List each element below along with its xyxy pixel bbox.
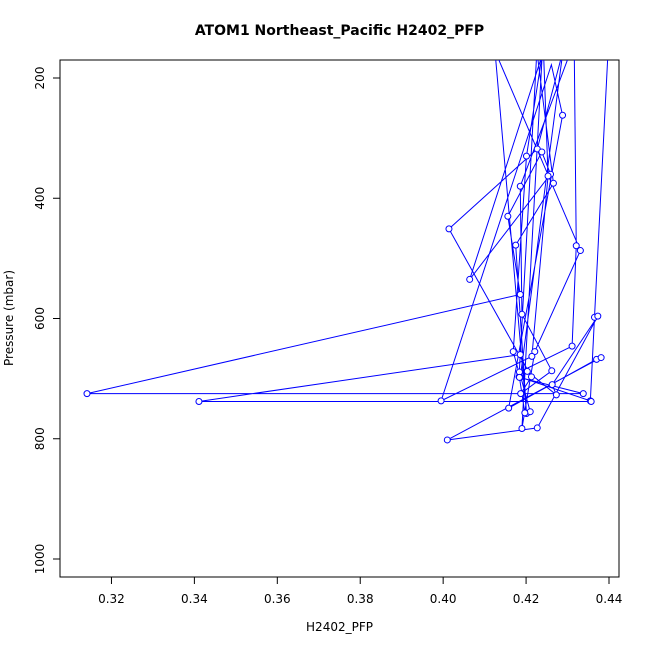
data-point	[568, 342, 576, 350]
data-point	[509, 348, 517, 356]
data-point	[597, 354, 605, 362]
data-point	[443, 436, 451, 444]
x-tick-label: 0.42	[513, 592, 540, 606]
data-point	[518, 425, 526, 433]
data-point	[517, 390, 525, 398]
data-point	[195, 397, 203, 405]
y-tick-label: 200	[33, 67, 47, 90]
data-point	[528, 352, 536, 360]
data-point	[587, 397, 595, 405]
x-axis-label: H2402_PFP	[306, 620, 373, 634]
y-tick-label: 800	[33, 427, 47, 450]
data-point	[516, 182, 524, 190]
y-tick-label: 400	[33, 187, 47, 210]
data-point	[552, 391, 560, 399]
x-tick-label: 0.44	[596, 592, 623, 606]
data-point	[576, 247, 584, 255]
data-point	[548, 367, 556, 375]
data-point	[559, 111, 567, 119]
data-point	[594, 312, 602, 320]
x-tick-label: 0.38	[347, 592, 374, 606]
data-point	[516, 351, 524, 359]
data-point	[533, 424, 541, 432]
x-tick-label: 0.40	[430, 592, 457, 606]
plot-area	[83, 60, 609, 444]
data-point	[515, 373, 523, 381]
x-axis: 0.32 0.34 0.36 0.38 0.40 0.42 0.44	[98, 576, 623, 606]
x-tick-label: 0.32	[98, 592, 125, 606]
data-point	[527, 373, 535, 381]
data-point	[437, 397, 445, 405]
data-point	[466, 275, 474, 283]
y-tick-label: 1000	[33, 544, 47, 575]
data-point	[504, 212, 512, 220]
series-line	[86, 60, 609, 441]
data-point	[523, 367, 531, 375]
y-axis: 200 400 600 800 1000	[33, 67, 61, 575]
data-point	[518, 310, 526, 318]
data-point	[549, 179, 557, 187]
data-point	[548, 381, 556, 389]
data-point	[522, 152, 530, 160]
data-point	[512, 241, 520, 249]
x-tick-label: 0.34	[181, 592, 208, 606]
data-point	[538, 148, 546, 156]
y-axis-label: Pressure (mbar)	[2, 270, 16, 366]
chart-title: ATOM1 Northeast_Pacific H2402_PFP	[195, 23, 484, 39]
x-tick-label: 0.36	[264, 592, 291, 606]
y-tick-label: 600	[33, 307, 47, 330]
data-point	[572, 242, 580, 250]
data-point	[505, 404, 513, 412]
data-point	[544, 172, 552, 180]
data-point	[521, 409, 529, 417]
data-point	[445, 225, 453, 233]
data-point	[83, 390, 91, 398]
data-point	[516, 290, 524, 298]
data-point	[579, 390, 587, 398]
